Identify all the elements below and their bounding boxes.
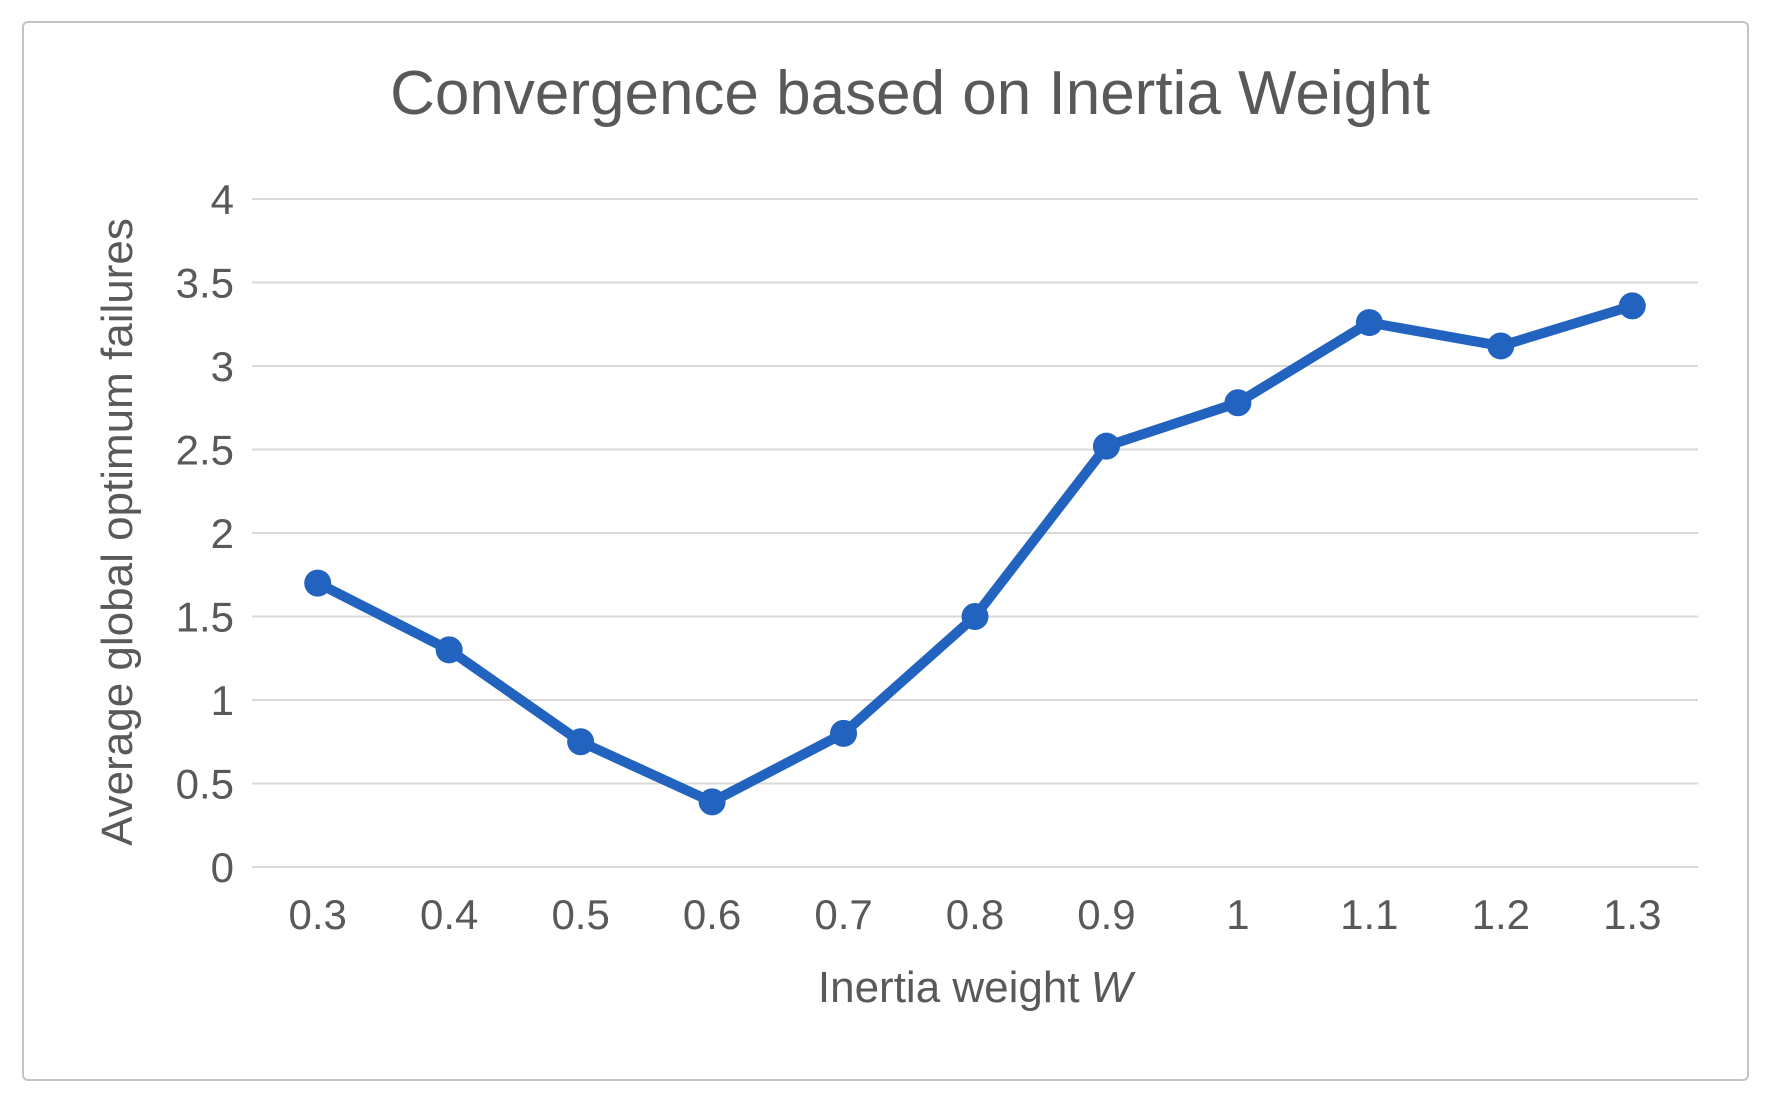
x-tick-label: 0.3 [289,891,347,938]
data-point [1618,292,1646,320]
x-tick-label: 1 [1226,891,1249,938]
x-axis-title-symbol: W [1090,963,1133,1012]
y-tick-label: 1 [211,677,234,724]
series-markers [304,292,1646,816]
data-point [1092,432,1120,460]
y-axis-title: Average global optimum failures [93,218,142,846]
x-tick-label: 0.9 [1077,891,1135,938]
gridlines [252,198,1698,868]
y-tick-label: 2.5 [176,427,234,474]
x-axis-title: Inertia weight W [818,963,1132,1013]
y-tick-label: 3 [211,343,234,390]
x-tick-label: 1.2 [1472,891,1530,938]
data-point [961,603,989,630]
data-point [435,636,463,664]
y-tick-label: 3.5 [176,260,234,307]
x-tick-label: 0.6 [683,891,741,938]
data-point [567,728,595,756]
data-point [830,719,858,747]
x-tick-label: 0.5 [551,891,609,938]
data-point [1355,309,1383,337]
data-point [1224,389,1252,417]
chart-title: Convergence based on Inertia Weight [390,59,1430,128]
data-point [1487,332,1515,360]
x-tick-label: 1.3 [1603,891,1661,938]
y-tick-label: 1.5 [176,594,234,641]
x-axis-title-text: Inertia weight [817,963,1080,1012]
data-point [304,569,332,597]
x-tick-label: 1.1 [1340,891,1398,938]
y-tick-labels: 0 0.5 1 1.5 2 2.5 3 3.5 4 [176,176,234,891]
y-tick-label: 0 [211,844,234,891]
data-point [698,788,726,816]
x-tick-labels: 0.3 0.4 0.5 0.6 0.7 0.8 0.9 1 1.1 1.2 1.3 [289,891,1662,938]
x-tick-label: 0.8 [946,891,1004,938]
series-line [312,300,1638,807]
x-tick-label: 0.7 [814,891,872,938]
chart-frame [22,21,1749,1081]
x-tick-label: 0.4 [420,891,478,938]
y-tick-label: 2 [211,510,234,557]
y-tick-label: 4 [211,176,234,223]
y-tick-label: 0.5 [176,761,234,808]
